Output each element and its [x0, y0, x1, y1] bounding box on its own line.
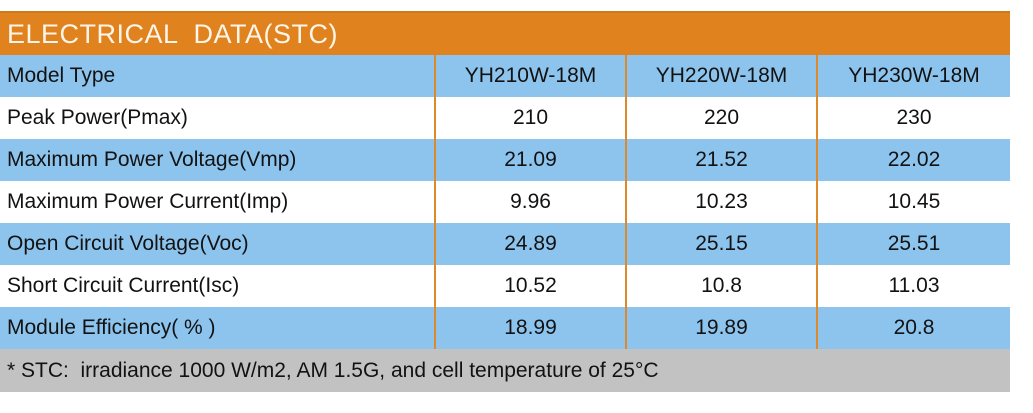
- value-cell: 210: [434, 97, 626, 139]
- value-cell: 10.8: [625, 265, 817, 307]
- value-cell: 24.89: [434, 223, 626, 265]
- column-header: YH210W-18M: [434, 55, 626, 97]
- table-row: Module Efficiency( % ) 18.99 19.89 20.8: [0, 307, 1010, 349]
- value-cell: 19.89: [625, 307, 817, 349]
- table-body: Peak Power(Pmax) 210 220 230 Maximum Power V…: [0, 97, 1010, 349]
- row-label: Short Circuit Current(Isc): [7, 274, 240, 297]
- electrical-data-table: Model Type YH210W-18M YH220W-18M YH230W-18…: [0, 55, 1010, 349]
- value-cell: 10.23: [625, 181, 817, 223]
- table-row: Open Circuit Voltage(Voc) 24.89 25.15 25.51: [0, 223, 1010, 265]
- electrical-data-section: ELECTRICAL DATA(STC) Model Type YH210W-1…: [0, 11, 1010, 392]
- row-label: Maximum Power Voltage(Vmp): [7, 148, 297, 171]
- value-cell: 220: [625, 97, 817, 139]
- section-title-bar: ELECTRICAL DATA(STC): [0, 11, 1010, 55]
- value-cell: 25.15: [625, 223, 817, 265]
- row-label: Open Circuit Voltage(Voc): [7, 232, 249, 255]
- value-cell: 11.03: [816, 265, 1010, 307]
- section-title: ELECTRICAL DATA(STC): [7, 18, 339, 49]
- value-cell: 230: [816, 97, 1010, 139]
- column-header: YH220W-18M: [625, 55, 817, 97]
- value-cell: 10.45: [816, 181, 1010, 223]
- value-cell: 20.8: [816, 307, 1010, 349]
- table-header-row: Model Type YH210W-18M YH220W-18M YH230W-18…: [0, 55, 1010, 97]
- value-cell: 21.09: [434, 139, 626, 181]
- table-row: Peak Power(Pmax) 210 220 230: [0, 97, 1010, 139]
- value-cell: 25.51: [816, 223, 1010, 265]
- value-cell: 10.52: [434, 265, 626, 307]
- row-label: Module Efficiency( % ): [7, 316, 216, 339]
- stc-footnote: * STC: irradiance 1000 W/m2, AM 1.5G, an…: [0, 349, 1010, 392]
- value-cell: 18.99: [434, 307, 626, 349]
- row-label: Maximum Power Current(Imp): [7, 190, 289, 213]
- model-type-header: Model Type: [7, 64, 116, 87]
- table-row: Maximum Power Voltage(Vmp) 21.09 21.52 22.0…: [0, 139, 1010, 181]
- table-row: Maximum Power Current(Imp) 9.96 10.23 10.45: [0, 181, 1010, 223]
- value-cell: 9.96: [434, 181, 626, 223]
- value-cell: 22.02: [816, 139, 1010, 181]
- value-cell: 21.52: [625, 139, 817, 181]
- table-row: Short Circuit Current(Isc) 10.52 10.8 11.03: [0, 265, 1010, 307]
- column-header: YH230W-18M: [816, 55, 1010, 97]
- row-label: Peak Power(Pmax): [7, 106, 188, 129]
